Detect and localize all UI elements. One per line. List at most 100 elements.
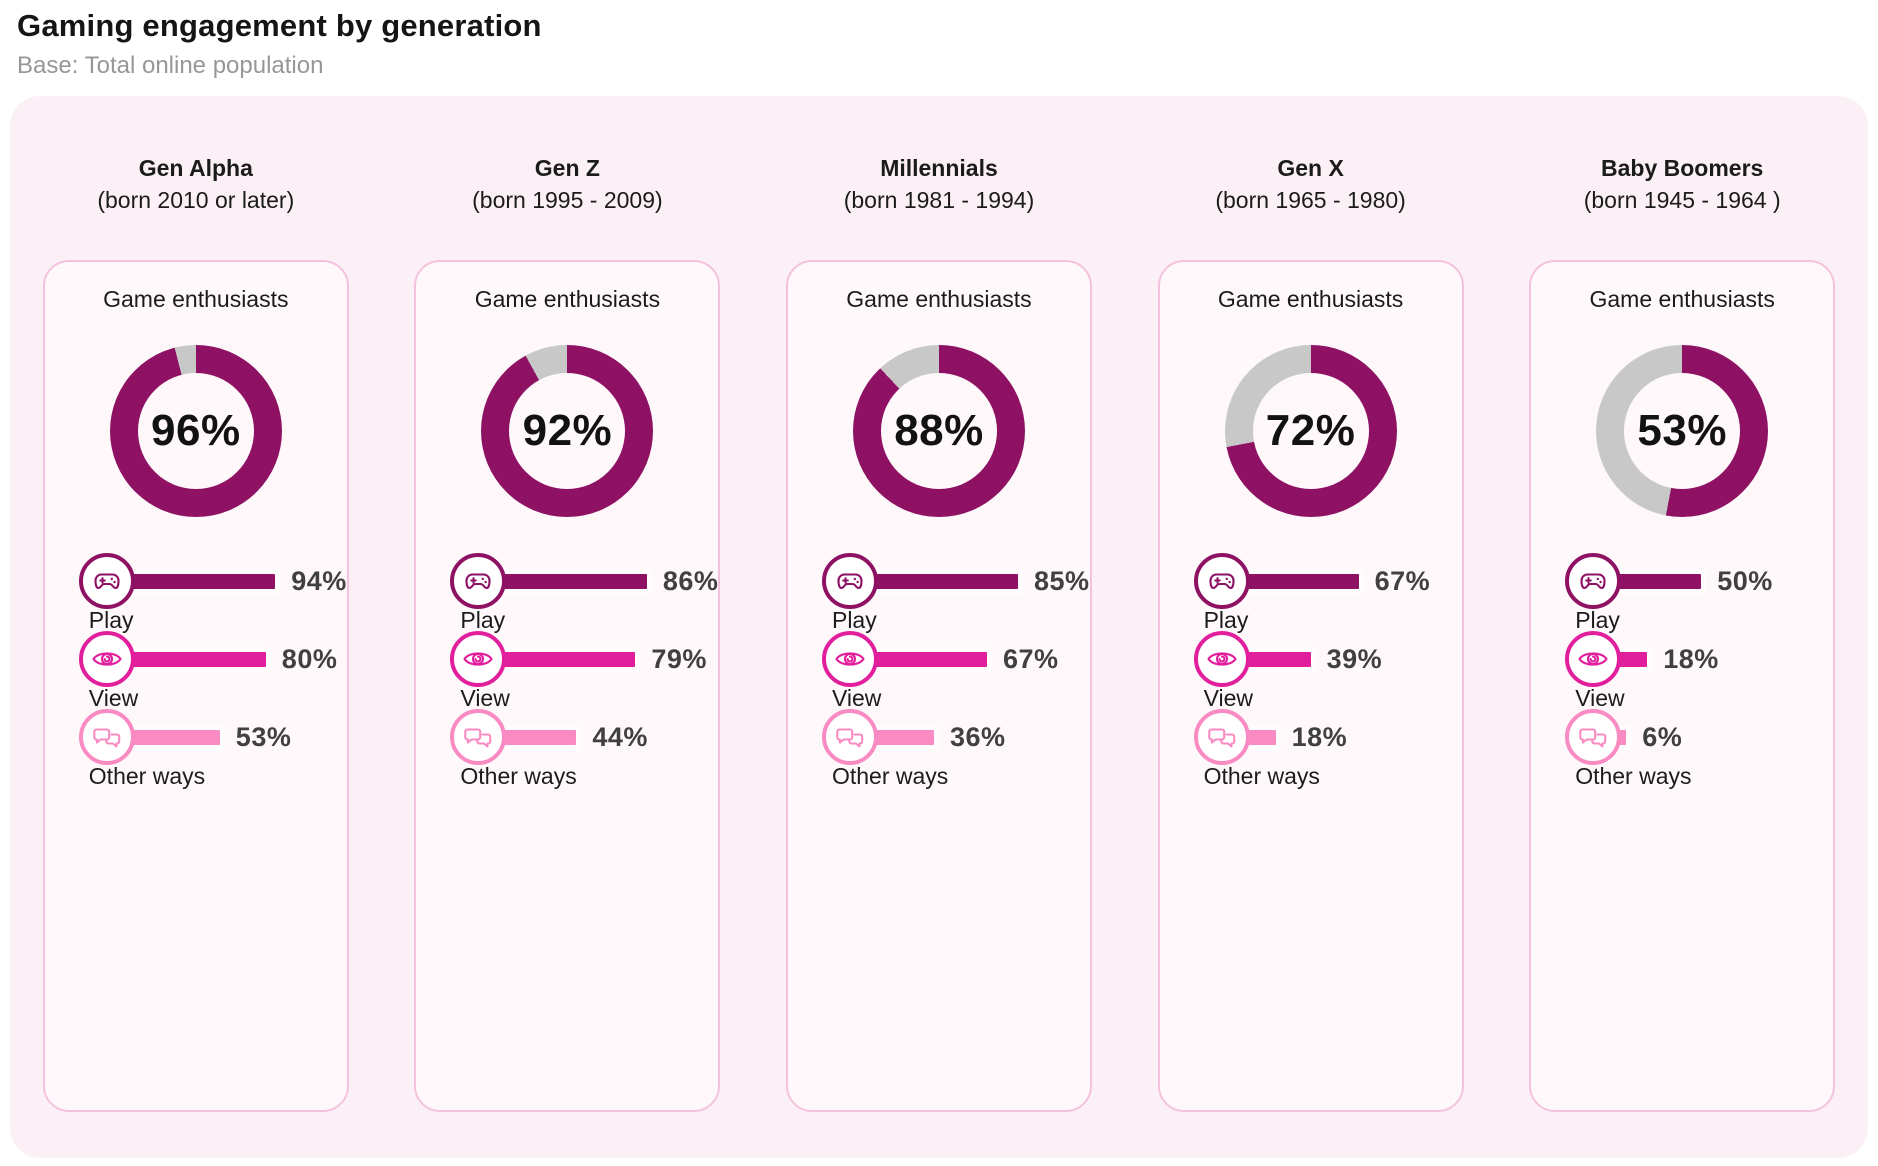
eye-icon xyxy=(1193,631,1250,687)
generation-column: Gen Z (born 1995 - 2009) Game enthusiast… xyxy=(382,152,754,1158)
view-row-main: 39% xyxy=(1193,631,1462,687)
other-ways-row-main: 6% xyxy=(1565,709,1833,765)
other-ways-value: 53% xyxy=(235,721,292,752)
card-title: Game enthusiasts xyxy=(103,286,289,312)
other-ways-label: Other ways xyxy=(1203,763,1320,789)
play-label: Play xyxy=(88,607,134,633)
other-ways-bar xyxy=(501,729,577,745)
generation-born-range: (born 2010 or later) xyxy=(97,187,295,214)
donut-center-value: 92% xyxy=(509,373,626,489)
enthusiasts-donut-chart: 88% xyxy=(852,345,1025,517)
chat-bubbles-icon xyxy=(1565,709,1622,765)
generation-column: Baby Boomers (born 1945 - 1964 ) Game en… xyxy=(1496,152,1868,1158)
eye-icon xyxy=(821,631,878,687)
view-stat-row: 39% View xyxy=(1193,631,1462,711)
other-ways-bar xyxy=(129,729,220,745)
view-value: 79% xyxy=(651,643,707,674)
chat-bubbles-icon xyxy=(450,709,507,765)
enthusiasts-donut-chart: 53% xyxy=(1596,345,1769,517)
view-bar xyxy=(872,651,987,667)
other-ways-label: Other ways xyxy=(460,763,577,789)
play-stat-row: 86% Play xyxy=(450,553,718,633)
page-title: Gaming engagement by generation xyxy=(17,8,542,43)
gamepad-icon xyxy=(1193,553,1250,609)
play-label: Play xyxy=(1203,607,1249,633)
other-ways-label: Other ways xyxy=(1575,763,1692,789)
play-stat-row: 67% Play xyxy=(1193,553,1462,633)
gamepad-icon xyxy=(450,553,507,609)
other-ways-label: Other ways xyxy=(88,763,206,789)
play-stat-row: 50% Play xyxy=(1565,553,1833,633)
play-row-main: 94% xyxy=(78,553,347,609)
play-stat-row: 94% Play xyxy=(78,553,347,633)
view-label: View xyxy=(460,685,510,711)
view-label: View xyxy=(831,685,882,711)
enthusiasts-donut-chart: 96% xyxy=(109,345,282,517)
other-ways-row-main: 36% xyxy=(821,709,1090,765)
play-value: 94% xyxy=(291,565,347,596)
generation-card: Game enthusiasts 88% xyxy=(785,260,1092,1112)
play-bar xyxy=(501,573,647,589)
play-label: Play xyxy=(831,607,877,633)
play-value: 67% xyxy=(1374,565,1431,596)
view-row-main: 18% xyxy=(1565,631,1833,687)
generation-born-range: (born 1945 - 1964 ) xyxy=(1583,187,1781,214)
other-ways-value: 44% xyxy=(592,721,648,752)
stat-rows: 67% Play 39% xyxy=(1160,553,1462,789)
view-stat-row: 18% View xyxy=(1565,631,1833,710)
view-stat-row: 80% View xyxy=(78,631,347,711)
gamepad-icon xyxy=(1565,553,1622,609)
play-bar xyxy=(129,573,276,589)
card-title: Game enthusiasts xyxy=(474,286,661,312)
other-ways-stat-row: 18% Other ways xyxy=(1193,709,1462,789)
stat-rows: 50% Play 18% xyxy=(1531,553,1833,789)
generation-name: Gen Z xyxy=(534,155,600,181)
view-row-main: 80% xyxy=(78,631,347,687)
play-bar xyxy=(1616,573,1702,589)
other-ways-bar xyxy=(1616,729,1627,745)
chat-bubbles-icon xyxy=(821,709,878,765)
other-ways-stat-row: 6% Other ways xyxy=(1565,709,1833,789)
enthusiasts-donut-chart: 92% xyxy=(481,345,654,517)
chat-bubbles-icon xyxy=(78,709,135,765)
other-ways-bar xyxy=(872,729,934,745)
view-label: View xyxy=(1203,685,1254,711)
view-stat-row: 79% View xyxy=(450,631,718,711)
other-ways-row-main: 53% xyxy=(78,709,347,765)
play-bar xyxy=(1244,573,1359,589)
eye-icon xyxy=(450,631,507,687)
other-ways-label: Other ways xyxy=(831,763,949,789)
donut-center-value: 88% xyxy=(880,373,997,489)
stat-rows: 85% Play 67% xyxy=(788,553,1090,789)
view-bar xyxy=(129,651,266,667)
generation-card: Game enthusiasts 96% xyxy=(42,260,349,1112)
view-value: 18% xyxy=(1663,643,1719,674)
play-stat-row: 85% Play xyxy=(821,553,1090,633)
generation-name: Gen X xyxy=(1277,155,1344,181)
generation-name: Millennials xyxy=(880,155,998,181)
other-ways-value: 6% xyxy=(1642,721,1683,752)
column-header: Millennials (born 1981 - 1994) xyxy=(844,152,1035,218)
play-label: Play xyxy=(460,607,506,633)
view-label: View xyxy=(88,685,139,711)
play-row-main: 50% xyxy=(1565,553,1833,609)
other-ways-stat-row: 44% Other ways xyxy=(450,709,718,789)
play-row-main: 67% xyxy=(1193,553,1462,609)
generation-card: Game enthusiasts 72% xyxy=(1157,260,1464,1112)
play-value: 86% xyxy=(662,565,719,596)
play-value: 85% xyxy=(1033,565,1090,596)
play-bar xyxy=(872,573,1018,589)
column-header: Gen Z (born 1995 - 2009) xyxy=(472,152,663,218)
eye-icon xyxy=(78,631,135,687)
gamepad-icon xyxy=(821,553,878,609)
view-value: 39% xyxy=(1326,643,1383,674)
play-label: Play xyxy=(1575,607,1620,633)
chat-bubbles-icon xyxy=(1193,709,1250,765)
play-value: 50% xyxy=(1717,565,1773,596)
column-header: Gen X (born 1965 - 1980) xyxy=(1215,152,1406,218)
page-subtitle: Base: Total online population xyxy=(17,52,324,79)
donut-center-value: 53% xyxy=(1624,373,1741,489)
generation-born-range: (born 1995 - 2009) xyxy=(472,187,663,214)
stat-rows: 94% Play 80% xyxy=(45,553,347,789)
play-row-main: 86% xyxy=(450,553,718,609)
